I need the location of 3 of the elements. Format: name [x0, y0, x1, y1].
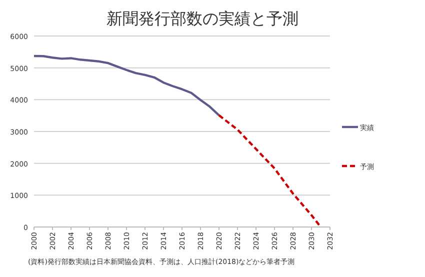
chart-title: 新聞発行部数の実績と予測 — [106, 9, 298, 28]
line-series — [218, 114, 322, 228]
line-series — [32, 54, 220, 116]
